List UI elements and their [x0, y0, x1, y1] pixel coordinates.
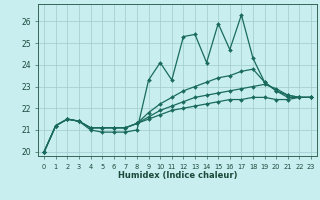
X-axis label: Humidex (Indice chaleur): Humidex (Indice chaleur): [118, 171, 237, 180]
